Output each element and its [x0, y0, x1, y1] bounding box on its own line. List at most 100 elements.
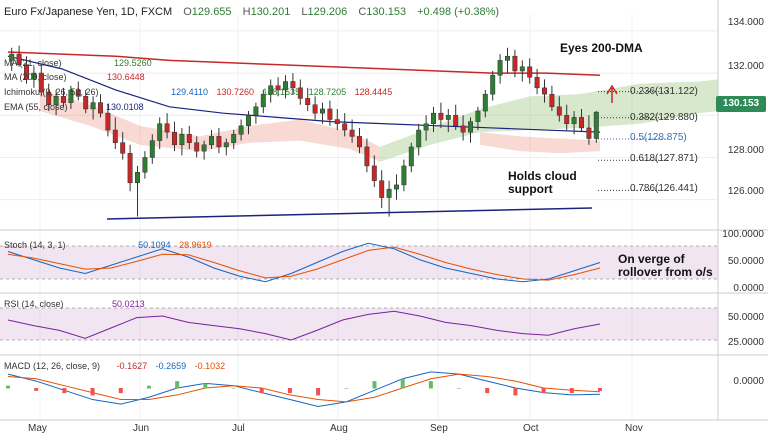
- stoch-d-line: [7, 246, 601, 281]
- candle-body: [519, 66, 525, 72]
- candle-body: [416, 129, 422, 148]
- candle-body: [320, 108, 325, 114]
- candle-body: [246, 115, 251, 127]
- candle-body: [9, 53, 15, 61]
- candle-body: [334, 119, 340, 124]
- ma200-label: MA (200, close): [4, 72, 67, 82]
- macd-value-1: -0.1627: [116, 361, 148, 371]
- annotation-holds-line2: support: [508, 182, 553, 196]
- macd-value-2: -0.2659: [155, 361, 187, 371]
- candle-body: [238, 125, 244, 135]
- sma-legend[interactable]: MA (21, close) 129.5260: [4, 58, 152, 68]
- candle-body: [112, 129, 118, 143]
- macd-legend[interactable]: MACD (12, 26, close, 9) -0.1627 -0.2659 …: [4, 361, 225, 371]
- candle-body: [209, 136, 214, 146]
- candle-body: [453, 115, 459, 127]
- rsi-band: [0, 308, 718, 340]
- candle-body: [593, 111, 599, 139]
- ema55-line: [7, 55, 601, 133]
- candle-body: [83, 96, 89, 110]
- ichimoku-label: Ichimoku (9, 26, 52, 26): [4, 87, 99, 97]
- candle-body: [16, 53, 22, 65]
- price-tick-132: 132.000: [727, 61, 764, 72]
- candle-body: [186, 134, 192, 143]
- candle-body: [379, 180, 385, 198]
- ichimoku-legend[interactable]: Ichimoku (9, 26, 52, 26) 129.4110 130.72…: [4, 87, 392, 97]
- macd-histogram-bar: [287, 388, 292, 394]
- fib-label-0618: 0.618(127.871): [630, 153, 698, 164]
- macd-pane: [6, 371, 602, 407]
- candle-body: [482, 93, 488, 112]
- candle-body: [468, 121, 473, 133]
- ma200-legend[interactable]: MA (200, close) 130.6448: [4, 72, 145, 82]
- fib-label-0786: 0.786(126.441): [630, 183, 698, 194]
- candle-body: [460, 125, 466, 133]
- ichimoku-value-3: 128.1535: [262, 87, 301, 97]
- candle-body: [275, 85, 281, 91]
- ema-label: EMA (55, close): [4, 102, 68, 112]
- candle-body: [327, 108, 333, 120]
- candle-body: [386, 188, 392, 198]
- rsi-tick-50: 50.0000: [727, 312, 764, 323]
- candle-body: [542, 87, 547, 95]
- macd-tick-0: 0.0000: [733, 376, 764, 387]
- macd-line: [7, 371, 601, 407]
- annotation-holds-line1: Holds cloud: [508, 169, 577, 183]
- rsi-line: [7, 310, 601, 341]
- macd-histogram-bar: [372, 381, 377, 389]
- symbol-title: Euro Fx/Japanese Yen, 1D, FXCM: [4, 6, 173, 18]
- rsi-legend[interactable]: RSI (14, close) 50.0213: [4, 299, 145, 309]
- annotation-verge-line2: rollover from o/s: [618, 265, 713, 279]
- stoch-value-k: 50.1094: [138, 240, 171, 250]
- month-may: May: [28, 423, 47, 434]
- cloud-bearish-segment: [40, 89, 380, 162]
- candle-body: [98, 102, 103, 114]
- macd-histogram-bar: [541, 388, 546, 394]
- candle-body: [512, 55, 518, 72]
- macd-histogram-bar: [569, 388, 574, 394]
- chart-header: Euro Fx/Japanese Yen, 1D, FXCM O129.655 …: [4, 6, 499, 18]
- candle-body: [497, 60, 503, 76]
- ichimoku-value-5: 128.4445: [354, 87, 393, 97]
- macd-histogram-bar: [400, 378, 405, 389]
- candle-body: [142, 157, 148, 173]
- macd-signal-line: [7, 373, 601, 403]
- cloud-bullish-segment: [380, 79, 718, 162]
- rsi-tick-25: 25.0000: [727, 337, 764, 348]
- candle-body: [31, 72, 37, 80]
- candle-body: [305, 98, 311, 105]
- ema-legend[interactable]: EMA (55, close) 130.0108: [4, 102, 144, 112]
- candle-body: [556, 106, 562, 116]
- candle-body: [90, 102, 96, 110]
- candle-body: [75, 89, 81, 97]
- macd-label: MACD (12, 26, close, 9): [4, 361, 101, 371]
- month-sep: Sep: [430, 423, 448, 434]
- low-label: L: [301, 6, 308, 18]
- stoch-legend[interactable]: Stoch (14, 3, 1) 50.1094 28.9619: [4, 240, 212, 250]
- candle-body: [46, 91, 52, 105]
- candle-body: [408, 146, 414, 167]
- ma200-value: 130.6448: [107, 72, 145, 82]
- candle-body: [579, 117, 584, 129]
- stoch-label: Stoch (14, 3, 1): [4, 240, 66, 250]
- macd-histogram-bar: [259, 388, 264, 394]
- ichimoku-value-1: 129.4110: [171, 87, 208, 97]
- fib-label-0382: 0.382(129.880): [630, 112, 698, 123]
- fib-label-05: 0.5(128.875): [630, 132, 687, 143]
- macd-histogram-bar: [6, 385, 10, 389]
- fib-label-0236: 0.236(131.122): [630, 86, 698, 97]
- change-value: +0.498 (+0.38%): [417, 6, 500, 18]
- candle-body: [216, 136, 222, 148]
- macd-value-3: -0.1032: [194, 361, 226, 371]
- candle-body: [564, 115, 570, 124]
- candle-body: [68, 89, 74, 103]
- macd-histogram-bar: [34, 388, 39, 391]
- candle-body: [549, 93, 555, 108]
- month-oct: Oct: [523, 423, 539, 434]
- candle-body: [172, 131, 177, 146]
- candle-body: [105, 112, 111, 131]
- ema-value: 130.0108: [106, 102, 144, 112]
- candle-body: [223, 142, 229, 148]
- candle-body: [149, 140, 155, 158]
